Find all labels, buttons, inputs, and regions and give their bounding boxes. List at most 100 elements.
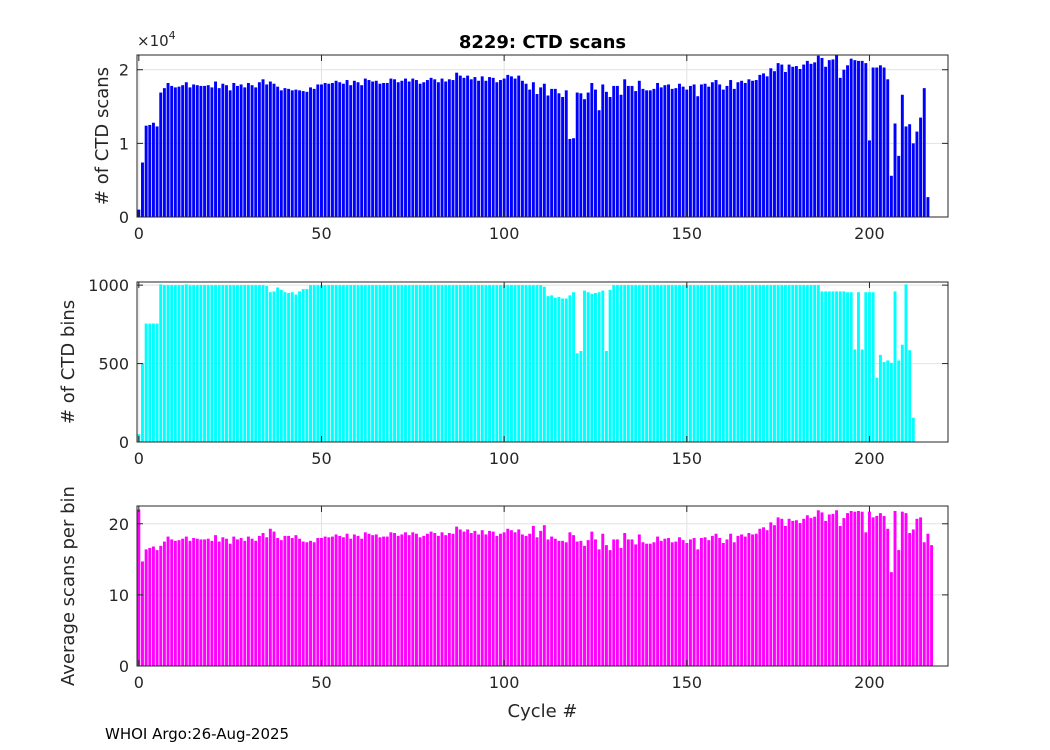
bar xyxy=(188,285,192,442)
bar xyxy=(206,285,210,442)
bar xyxy=(707,285,711,442)
bar xyxy=(491,285,495,442)
bar xyxy=(316,84,320,217)
bar xyxy=(824,66,828,217)
bar xyxy=(904,126,908,217)
bar xyxy=(849,510,853,666)
bar xyxy=(396,285,400,442)
bar xyxy=(469,533,473,666)
bar xyxy=(480,530,484,666)
bar xyxy=(170,539,174,666)
axes-box xyxy=(136,54,949,218)
bar xyxy=(802,518,806,666)
bar xyxy=(338,535,342,666)
bar xyxy=(875,67,879,217)
bar xyxy=(462,77,466,217)
bar xyxy=(466,529,470,666)
bar xyxy=(820,57,824,218)
bar xyxy=(681,86,685,217)
bar xyxy=(393,285,397,442)
bar xyxy=(583,545,586,666)
bar xyxy=(316,285,320,442)
bar xyxy=(195,285,199,442)
bar xyxy=(484,80,488,217)
bar xyxy=(502,78,506,218)
bar xyxy=(206,85,210,217)
bar xyxy=(411,285,415,442)
bar xyxy=(298,90,302,217)
bar xyxy=(827,291,831,442)
bar xyxy=(871,67,875,217)
bar xyxy=(495,82,499,217)
bar xyxy=(787,64,791,217)
bar xyxy=(783,71,787,217)
bar xyxy=(835,510,839,666)
bar xyxy=(736,82,740,217)
bar xyxy=(703,83,707,217)
bar xyxy=(356,535,360,666)
bar xyxy=(798,285,802,442)
bar xyxy=(327,537,331,666)
bar xyxy=(455,526,459,666)
bar xyxy=(557,540,561,666)
y-tick-label: 2 xyxy=(119,61,129,80)
bar xyxy=(469,79,473,217)
bar xyxy=(893,123,897,217)
bar xyxy=(838,77,842,217)
bar xyxy=(283,88,287,218)
bar xyxy=(356,285,360,442)
bar xyxy=(327,285,331,442)
bar xyxy=(710,535,714,666)
bar xyxy=(626,285,630,442)
bar xyxy=(499,80,502,217)
bar xyxy=(535,94,539,217)
bar xyxy=(155,550,159,666)
bar xyxy=(718,538,722,666)
bar xyxy=(495,535,499,666)
bar xyxy=(367,285,371,442)
bar xyxy=(181,538,185,666)
bar xyxy=(809,63,813,217)
bar xyxy=(878,354,882,442)
bar xyxy=(729,80,733,217)
bar xyxy=(159,92,163,217)
bar xyxy=(257,82,261,217)
bar xyxy=(232,285,236,442)
bar xyxy=(798,68,802,217)
bar xyxy=(747,285,751,442)
bar xyxy=(736,535,740,666)
bar xyxy=(608,96,612,217)
bar xyxy=(246,536,250,666)
bar xyxy=(495,285,499,442)
bar xyxy=(816,285,820,442)
bar xyxy=(144,549,148,666)
bar xyxy=(626,85,630,217)
bar xyxy=(210,87,214,218)
bar xyxy=(699,285,703,442)
bar xyxy=(608,550,612,666)
bar xyxy=(148,124,152,217)
bar xyxy=(575,353,579,442)
bar xyxy=(363,285,367,442)
bar xyxy=(762,527,765,666)
panel-ratio: 0 50 100 150 200 0 10 20 Average scans per bin xyxy=(58,486,949,692)
bar xyxy=(250,85,254,217)
bar xyxy=(674,541,678,666)
bar xyxy=(597,110,601,217)
bar xyxy=(148,323,152,442)
x-tick-label: 0 xyxy=(134,224,144,243)
bar xyxy=(228,543,232,666)
bar xyxy=(835,55,839,217)
bar xyxy=(531,82,535,217)
bar xyxy=(272,83,276,217)
bar xyxy=(345,80,349,217)
bar xyxy=(900,511,904,666)
bar xyxy=(692,285,696,442)
bar xyxy=(309,87,312,218)
bar xyxy=(835,291,839,442)
bar xyxy=(195,85,199,217)
bar xyxy=(703,285,707,442)
bar xyxy=(517,285,521,442)
bar xyxy=(667,538,670,666)
bar xyxy=(721,542,725,666)
